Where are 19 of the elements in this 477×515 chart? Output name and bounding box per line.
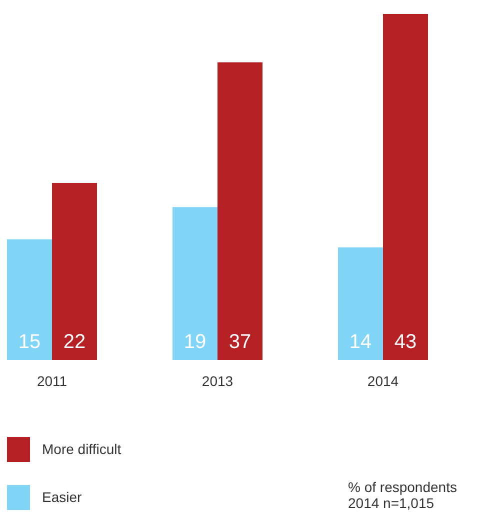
bar: [218, 62, 262, 360]
bar: [7, 239, 52, 360]
data-label: 37: [228, 331, 252, 353]
x-tick-label: 2011: [36, 373, 68, 389]
legend-label: More difficult: [42, 441, 122, 457]
bar: [52, 182, 97, 360]
bar: [172, 207, 218, 360]
data-label: 19: [184, 331, 206, 353]
data-label: 15: [18, 331, 41, 353]
data-label: 14: [349, 331, 372, 353]
x-tick-label: 2013: [202, 373, 234, 389]
bar: [338, 247, 383, 360]
x-tick-label: 2014: [367, 373, 399, 389]
data-label: 43: [394, 331, 417, 353]
bar: [383, 14, 428, 360]
text: % of respondents: [348, 479, 457, 495]
legend-label: Easier: [42, 489, 82, 505]
data-label: 22: [63, 331, 86, 353]
text: 2014 n=1,015: [348, 495, 434, 511]
